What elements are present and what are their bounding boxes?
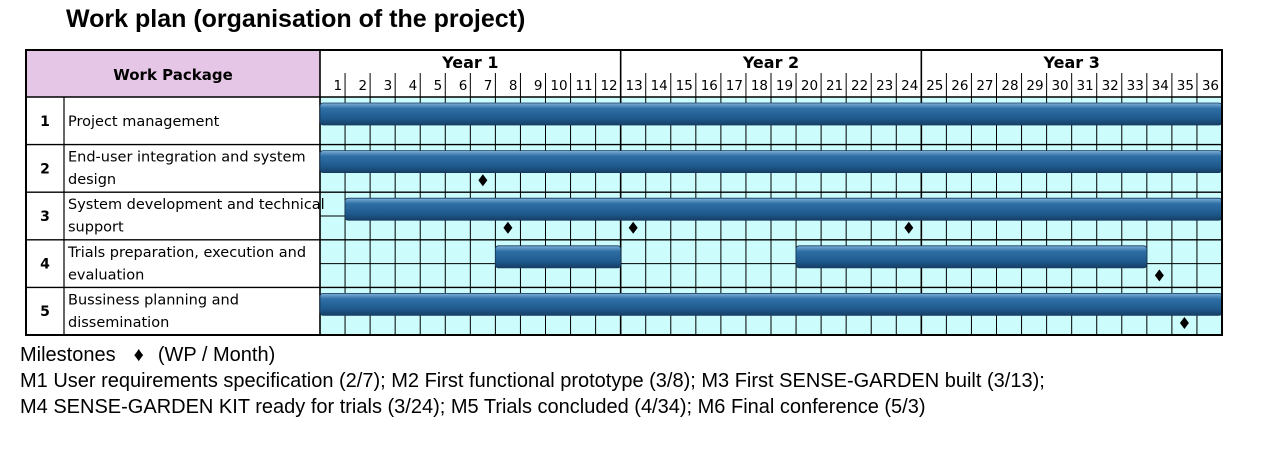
milestone-diamond-icon [904,221,914,234]
month-tick-label: 31 [1077,78,1094,94]
legend-line-2: M4 SENSE-GARDEN KIT ready for trials (3/… [20,396,926,418]
month-tick-label: 10 [550,78,567,94]
month-tick-label: 25 [926,78,943,94]
header-cell-bg [26,50,320,97]
month-tick-label: 35 [1177,78,1194,94]
wp-label: Project management [68,114,220,130]
legend-unit: (WP / Month) [157,344,276,366]
month-tick-label: 19 [776,78,793,94]
month-tick-label: 8 [509,78,518,94]
month-tick-label: 14 [651,78,668,94]
task-bar [795,245,1148,269]
month-tick-label: 26 [951,78,968,94]
wp-number: 2 [40,161,50,177]
wp-number: 5 [40,304,50,320]
month-tick-label: 6 [459,78,468,94]
month-tick-label: 3 [384,78,393,94]
month-tick-label: 9 [534,78,543,94]
month-tick-label: 1 [333,78,342,94]
wp-label: support [68,220,124,236]
task-bar [319,292,1223,316]
month-tick-label: 33 [1127,78,1144,94]
month-tick-label: 11 [575,78,592,94]
month-tick-label: 22 [851,78,868,94]
month-tick-label: 21 [826,78,843,94]
legend-line-1: M1 User requirements specification (2/7)… [20,370,1045,392]
task-bar [494,245,622,269]
wp-number: 3 [40,209,50,225]
month-tick-label: 28 [1001,78,1018,94]
wp-number: 4 [40,257,50,273]
year-label: Year 2 [742,53,799,72]
wp-label: design [68,172,116,188]
wp-number: 1 [40,114,50,130]
wp-label: Bussiness planning and [68,292,239,308]
header-label: Work Package [113,66,233,84]
month-tick-label: 36 [1202,78,1219,94]
month-tick-label: 30 [1051,78,1068,94]
legend-row: Milestones ♦ (WP / Month) [20,342,1045,368]
milestone-diamond-icon [1154,269,1164,282]
month-tick-label: 5 [434,78,443,94]
year-label: Year 3 [1042,53,1099,72]
milestone-diamond-icon [478,174,488,187]
month-tick-label: 18 [751,78,768,94]
legend-label: Milestones [20,344,116,366]
month-tick-label: 7 [484,78,493,94]
wp-label: dissemination [68,315,169,331]
milestone-diamond-icon: ♦ [133,344,144,366]
month-tick-label: 13 [626,78,643,94]
month-tick-label: 16 [701,78,718,94]
wp-label: End-user integration and system [68,150,306,166]
task-bar [319,150,1223,174]
month-tick-label: 34 [1152,78,1169,94]
milestone-diamond-icon [1179,317,1189,329]
task-bar [319,102,1223,126]
task-bar [344,197,1223,221]
chart-border [25,49,1223,336]
wp-label: evaluation [68,267,144,283]
month-tick-label: 17 [726,78,743,94]
month-tick-label: 29 [1026,78,1043,94]
milestones-legend: Milestones ♦ (WP / Month) M1 User requirem… [20,342,1045,420]
milestone-diamond-icon [503,221,513,234]
month-tick-label: 27 [976,78,993,94]
wp-label: System development and technical [68,197,325,213]
month-tick-label: 15 [676,78,693,94]
month-tick-label: 4 [409,78,418,94]
month-tick-label: 20 [801,78,818,94]
month-tick-label: 24 [901,78,918,94]
year-label: Year 1 [441,53,498,72]
milestone-diamond-icon [628,221,638,234]
month-tick-label: 12 [600,78,617,94]
month-tick-label: 23 [876,78,893,94]
month-tick-label: 2 [359,78,368,94]
page-title: Work plan (organisation of the project) [66,5,526,33]
wp-label: Trials preparation, execution and [67,245,306,261]
month-tick-label: 32 [1102,78,1119,94]
